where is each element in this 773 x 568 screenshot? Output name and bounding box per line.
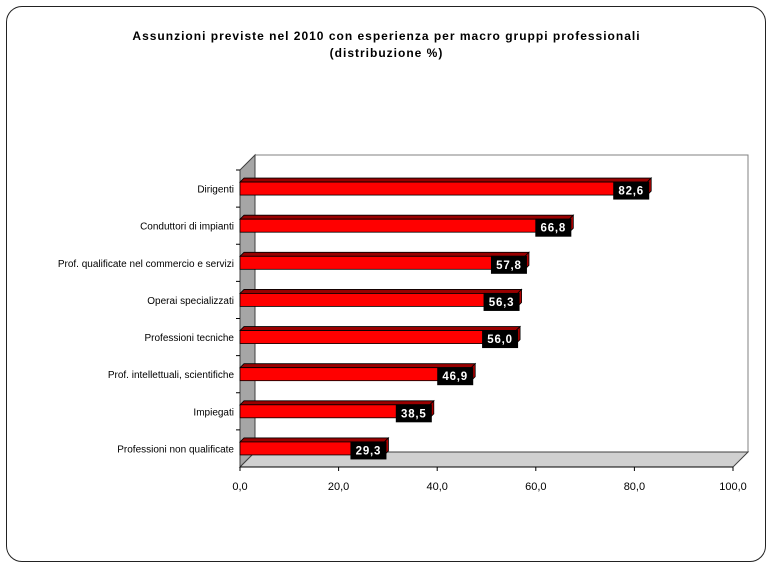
bar-top [239, 214, 575, 220]
bar [239, 181, 648, 196]
data-label-bg [395, 404, 432, 423]
bar-top [239, 177, 653, 183]
bar-top [239, 437, 390, 443]
data-label: 66,8 [541, 223, 567, 235]
bar-top [239, 251, 530, 257]
data-label: 38,5 [401, 408, 427, 420]
bar [239, 330, 517, 344]
chart-title: Assunzioni previste nel 2010 con esperie… [132, 29, 641, 43]
category-label: Dirigenti [197, 185, 234, 196]
category-label: Professioni tecniche [145, 333, 235, 344]
x-tick-label: 40,0 [426, 481, 447, 493]
bar-top [239, 363, 477, 369]
chart-title-block: Assunzioni previste nel 2010 con esperie… [40, 28, 733, 62]
bar-top [239, 326, 522, 331]
data-label: 56,3 [489, 297, 515, 309]
category-label: Conduttori di impianti [140, 222, 234, 233]
x-tick-label: 0,0 [232, 481, 247, 493]
chart-bars [239, 177, 653, 456]
bar [239, 255, 526, 270]
data-label: 29,3 [356, 445, 382, 457]
bar-top [239, 400, 435, 406]
data-label-bg [613, 181, 650, 200]
chart-subtitle: (distribuzione %) [329, 46, 444, 60]
bar [239, 293, 518, 307]
x-tick-label: 100,0 [719, 481, 747, 493]
data-label: 57,8 [496, 260, 522, 272]
data-label-bg [350, 441, 387, 460]
data-label-bg [483, 292, 520, 311]
data-label-bg [482, 330, 519, 349]
data-label: 82,6 [618, 186, 644, 198]
chart-labels: Dirigenti 82,6 Conduttori di impianti 66,8 P… [58, 181, 650, 460]
category-label: Professioni non qualificate [117, 444, 234, 455]
data-label-bg [535, 218, 572, 237]
category-label: Prof. intellettuali, scientifiche [108, 370, 235, 381]
bar-top [239, 289, 523, 294]
category-label: Impiegati [193, 407, 234, 418]
category-label: Prof. qualificate nel commercio e serviz… [58, 259, 234, 270]
data-label: 56,0 [487, 334, 513, 346]
bar [239, 218, 570, 233]
data-label-bg [437, 367, 474, 386]
plot-side-wall [239, 153, 256, 469]
x-tick-label: 60,0 [525, 481, 546, 493]
data-label: 46,9 [442, 371, 468, 383]
x-tick-label: 80,0 [624, 481, 645, 493]
data-label-bg [490, 255, 527, 274]
bar [239, 367, 472, 382]
x-tick-label: 20,0 [328, 481, 349, 493]
category-label: Operai specializzati [147, 296, 234, 307]
